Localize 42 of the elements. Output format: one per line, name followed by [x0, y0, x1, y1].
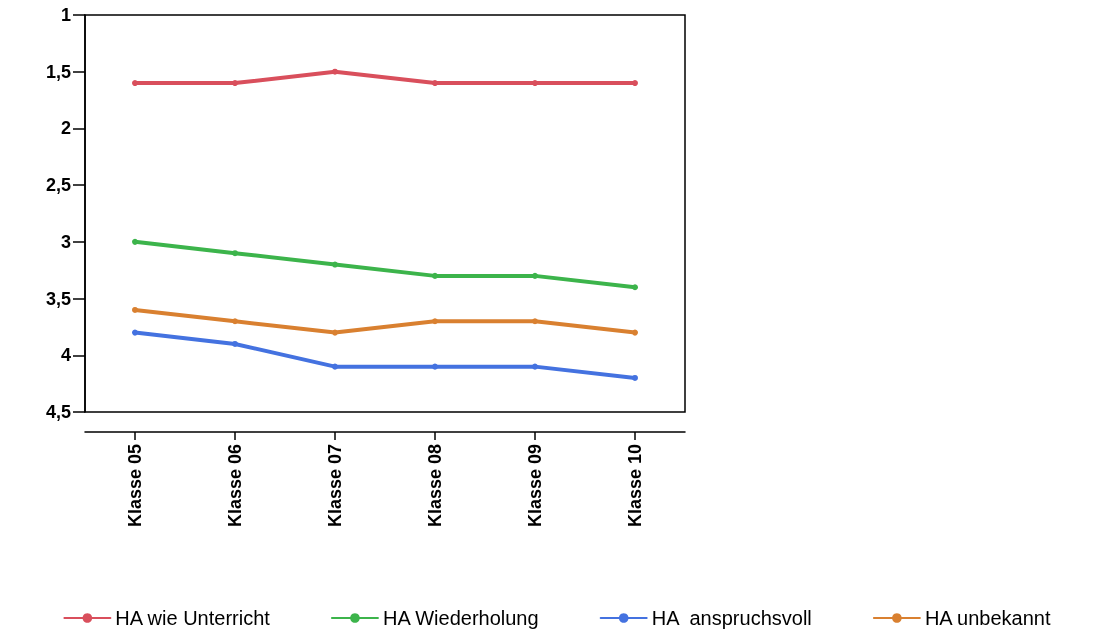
x-tick-label: Klasse 10 [625, 444, 645, 528]
point [332, 68, 338, 75]
point [332, 329, 338, 336]
legend-label: HA anspruchsvoll [651, 607, 812, 629]
x-tick-label: Klasse 07 [325, 444, 345, 528]
point [532, 363, 538, 370]
y-tick-label: 2 [60, 118, 71, 139]
point [232, 80, 238, 87]
point [632, 284, 638, 291]
x-tick-label: Klasse 09 [525, 444, 545, 528]
point [432, 363, 438, 370]
point [232, 318, 238, 325]
point [532, 272, 538, 279]
y-tick-label: 3 [60, 231, 71, 252]
point [332, 363, 338, 370]
point [632, 80, 638, 87]
legend-label: HA unbekannt [924, 607, 1051, 629]
x-tick-label: Klasse 08 [425, 444, 445, 528]
point [532, 318, 538, 325]
point [232, 340, 238, 347]
y-tick-label: 4 [60, 345, 71, 366]
x-tick-label: Klasse 06 [225, 444, 245, 528]
legend-label: HA Wiederholung [382, 607, 539, 629]
point [332, 261, 338, 268]
point [132, 306, 138, 313]
point [632, 374, 638, 381]
y-tick-label: 1 [60, 5, 71, 25]
y-tick-label: 4,5 [45, 402, 71, 422]
point [232, 250, 238, 257]
y-tick-label: 2,5 [45, 175, 71, 196]
point [132, 329, 138, 336]
point [632, 329, 638, 336]
point [432, 272, 438, 279]
legend-label: HA wie Unterricht [115, 607, 271, 629]
point [132, 238, 138, 245]
point [432, 80, 438, 87]
point [532, 80, 538, 87]
point [132, 80, 138, 87]
y-tick-label: 3,5 [45, 288, 71, 309]
x-tick-label: Klasse 05 [125, 444, 145, 528]
point [432, 318, 438, 325]
y-tick-label: 1,5 [45, 61, 71, 82]
